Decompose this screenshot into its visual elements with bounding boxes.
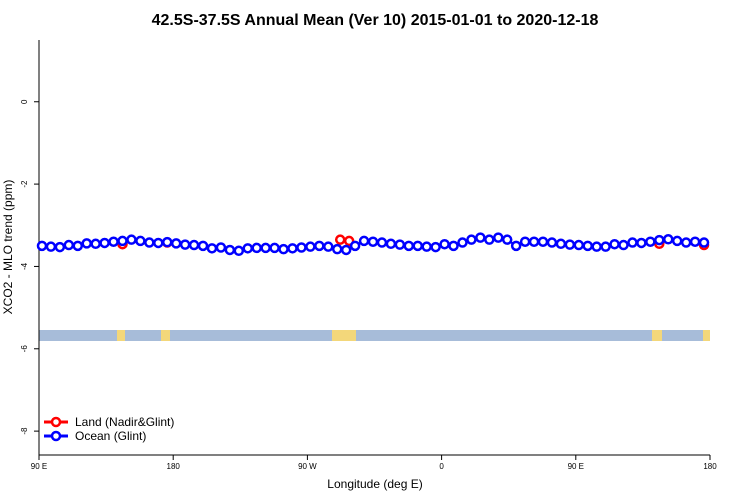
data-point [698, 237, 710, 248]
data-point [636, 237, 647, 249]
data-point [421, 241, 432, 252]
x-tick-label: 90 E [568, 462, 584, 471]
data-point [439, 238, 450, 250]
chart-title: 42.5S-37.5S Annual Mean (Ver 10) 2015-01… [152, 12, 599, 29]
data-point [555, 238, 567, 250]
data-point [385, 238, 397, 250]
y-tick-label: 0 [20, 99, 29, 104]
y-tick-label: -8 [20, 427, 29, 435]
data-point [528, 236, 540, 247]
data-point [376, 237, 388, 248]
y-tick-label: -6 [20, 345, 29, 353]
data-point [448, 240, 459, 252]
data-point [224, 244, 236, 256]
legend-marker [50, 416, 62, 428]
data-point [197, 240, 209, 252]
y-tick-label: -2 [20, 180, 29, 188]
data-point [627, 237, 638, 248]
data-point [126, 234, 137, 245]
data-point [170, 238, 182, 249]
data-point [161, 236, 173, 248]
x-tick-label: 90 W [298, 462, 317, 471]
data-point [412, 240, 423, 252]
data-point [582, 240, 593, 252]
data-point [564, 239, 576, 250]
data-point [54, 241, 66, 253]
data-point [349, 240, 361, 252]
y-tick-label: -4 [20, 262, 29, 270]
data-point [179, 239, 191, 250]
data-point [618, 239, 629, 251]
data-point [537, 236, 549, 247]
data-point [215, 242, 227, 253]
data-point [654, 234, 665, 246]
data-point [600, 241, 611, 252]
data-point [430, 241, 441, 253]
data-point [117, 235, 128, 247]
data-point [188, 239, 200, 251]
x-tick-label: 90 E [31, 462, 47, 471]
x-tick-label: 180 [703, 462, 717, 471]
data-point [45, 241, 57, 252]
data-point [296, 242, 307, 253]
data-point [144, 237, 155, 248]
data-point [367, 236, 379, 247]
surface-band [39, 330, 710, 341]
data-point [72, 240, 84, 252]
data-point [331, 243, 343, 255]
x-axis-label: Longitude (deg E) [327, 477, 422, 491]
legend-label: Ocean (Glint) [75, 429, 146, 443]
data-point [671, 235, 683, 247]
data-point [108, 236, 119, 247]
data-point [63, 239, 75, 251]
data-point [466, 234, 477, 245]
data-point [269, 242, 280, 254]
data-point [394, 239, 406, 250]
data-point [334, 234, 346, 245]
data-point [403, 240, 415, 252]
data-point [287, 243, 298, 254]
data-point [260, 242, 271, 254]
data-point [36, 240, 48, 252]
data-point [233, 245, 245, 257]
data-point [484, 234, 495, 245]
data-point [493, 232, 504, 243]
data-point [519, 236, 531, 247]
data-point [680, 237, 692, 248]
data-point [573, 239, 585, 251]
data-point [323, 241, 334, 252]
data-point [153, 237, 164, 249]
data-point [591, 241, 602, 252]
data-point [305, 241, 316, 252]
data-point [314, 240, 325, 252]
data-point [358, 235, 370, 247]
data-point [242, 243, 254, 254]
data-point [501, 234, 513, 245]
data-point [135, 235, 146, 247]
data-point [475, 232, 486, 243]
data-point [662, 234, 674, 245]
data-point [546, 237, 558, 248]
data-point [609, 238, 620, 250]
data-point [99, 237, 110, 249]
legend-label: Land (Nadir&Glint) [75, 415, 174, 429]
data-point [457, 237, 468, 248]
data-point [510, 240, 522, 252]
y-axis-label: XCO2 - MLO trend (ppm) [1, 180, 15, 315]
data-point [251, 242, 262, 254]
data-point [278, 243, 289, 255]
data-point [81, 238, 92, 249]
x-tick-label: 0 [439, 462, 444, 471]
data-point [206, 243, 218, 254]
x-tick-label: 180 [167, 462, 181, 471]
data-point [645, 236, 656, 247]
data-point [90, 238, 101, 250]
data-point [340, 244, 352, 256]
legend-marker [50, 430, 62, 442]
data-point [689, 236, 701, 247]
